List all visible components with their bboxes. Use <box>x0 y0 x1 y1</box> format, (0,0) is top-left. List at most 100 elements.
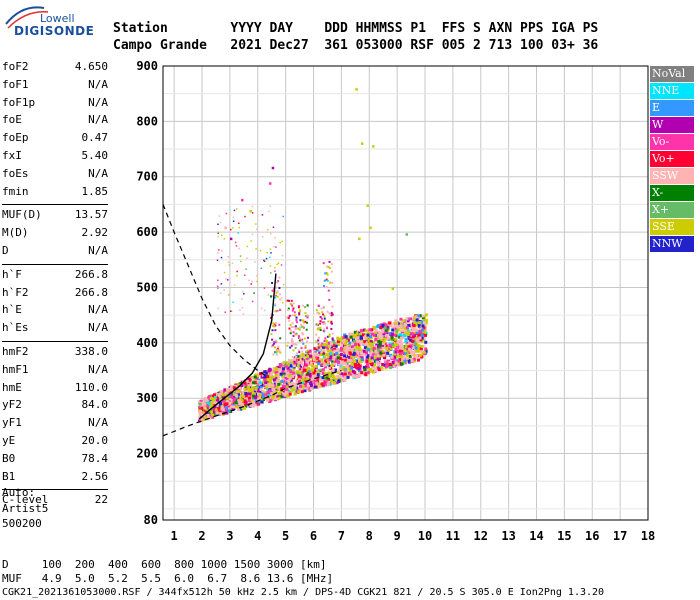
echo-point <box>385 346 389 350</box>
param-row: M(D) 2.92 <box>2 226 108 244</box>
echo-point <box>363 340 367 344</box>
echo-point <box>310 356 314 360</box>
echo-point <box>324 365 328 369</box>
echo-point <box>291 322 294 325</box>
echo-point <box>299 355 303 359</box>
echo-point <box>269 248 272 250</box>
echo-point <box>359 340 363 344</box>
echo-point <box>317 346 320 349</box>
echo-point <box>253 375 257 379</box>
echo-point <box>261 390 265 394</box>
echo-point <box>412 334 416 338</box>
echo-point <box>276 290 279 293</box>
echo-point <box>356 336 360 340</box>
echo-point <box>329 281 332 284</box>
param-value: 22 <box>94 493 108 507</box>
echo-point <box>200 406 204 410</box>
echo-point <box>372 333 376 337</box>
echo-point <box>250 399 254 403</box>
echo-point <box>345 364 349 368</box>
echo-point <box>261 214 264 216</box>
echo-point <box>424 321 428 325</box>
param-value: N/A <box>88 95 108 109</box>
echo-point <box>359 329 363 333</box>
echo-point <box>353 343 357 347</box>
echo-point <box>405 326 409 330</box>
echo-point <box>304 346 307 349</box>
echo-point <box>298 326 301 329</box>
echo-point <box>199 399 203 403</box>
echo-point <box>291 304 294 307</box>
param-value: 5.40 <box>81 149 109 162</box>
echo-point <box>213 393 217 397</box>
echo-point <box>292 307 295 310</box>
param-row: h`Es N/A <box>2 321 108 339</box>
echo-point <box>321 311 324 314</box>
echo-point <box>382 332 386 336</box>
echo-point <box>282 361 286 365</box>
echo-point <box>315 361 318 364</box>
echo-point <box>310 377 314 381</box>
echo-point <box>236 401 240 405</box>
echo-point <box>364 342 368 346</box>
echo-point <box>227 256 230 258</box>
echo-point <box>243 406 247 410</box>
echo-point <box>274 329 277 332</box>
echo-point <box>407 347 411 351</box>
echo-point <box>217 252 219 254</box>
echo-point <box>277 262 280 264</box>
echo-point <box>330 270 333 273</box>
echo-point <box>290 303 293 306</box>
echo-point <box>221 409 225 413</box>
echo-point <box>304 306 307 309</box>
echo-point <box>200 413 204 417</box>
echo-point <box>232 405 236 409</box>
echo-point <box>364 351 368 355</box>
echo-point <box>374 331 378 335</box>
echo-point <box>222 401 226 405</box>
echo-point <box>398 349 402 353</box>
echo-point <box>420 350 424 354</box>
echo-point <box>286 299 289 302</box>
x-tick-label: 12 <box>474 529 488 543</box>
param-name: M(D) <box>2 226 29 240</box>
echo-point <box>269 372 273 376</box>
echo-point <box>262 397 266 401</box>
echo-point <box>269 232 272 235</box>
echo-point <box>366 363 370 367</box>
echo-point <box>394 319 398 323</box>
echo-point <box>405 317 409 321</box>
echo-point <box>394 347 398 351</box>
echo-point <box>332 358 335 361</box>
echo-point <box>318 351 321 354</box>
echo-point <box>393 338 397 342</box>
echo-point <box>396 340 400 344</box>
echo-point <box>326 273 329 276</box>
echo-point <box>289 364 293 368</box>
echo-point <box>366 354 370 358</box>
echo-point <box>368 328 372 332</box>
echo-point <box>278 276 281 279</box>
echo-point <box>357 339 361 343</box>
echo-point <box>327 265 330 268</box>
echo-point <box>403 324 407 328</box>
param-value: 84.0 <box>81 398 109 412</box>
echo-point <box>288 299 291 302</box>
echo-point <box>374 328 378 332</box>
echo-point <box>315 340 318 343</box>
echo-point <box>278 392 282 396</box>
echo-point <box>396 322 400 326</box>
echo-point <box>320 307 323 310</box>
x-tick-label: 1 <box>171 529 178 543</box>
echo-point <box>306 384 310 388</box>
param-row: fmin 1.85 <box>2 185 108 203</box>
echo-point <box>299 384 303 388</box>
param-row: hmE 110.0 <box>2 381 108 399</box>
echo-point <box>366 371 370 375</box>
echo-point <box>267 385 271 389</box>
echo-point <box>317 336 320 339</box>
echo-point <box>415 349 419 353</box>
echo-point <box>220 283 223 285</box>
echo-point <box>418 314 422 318</box>
echo-point <box>305 360 309 364</box>
